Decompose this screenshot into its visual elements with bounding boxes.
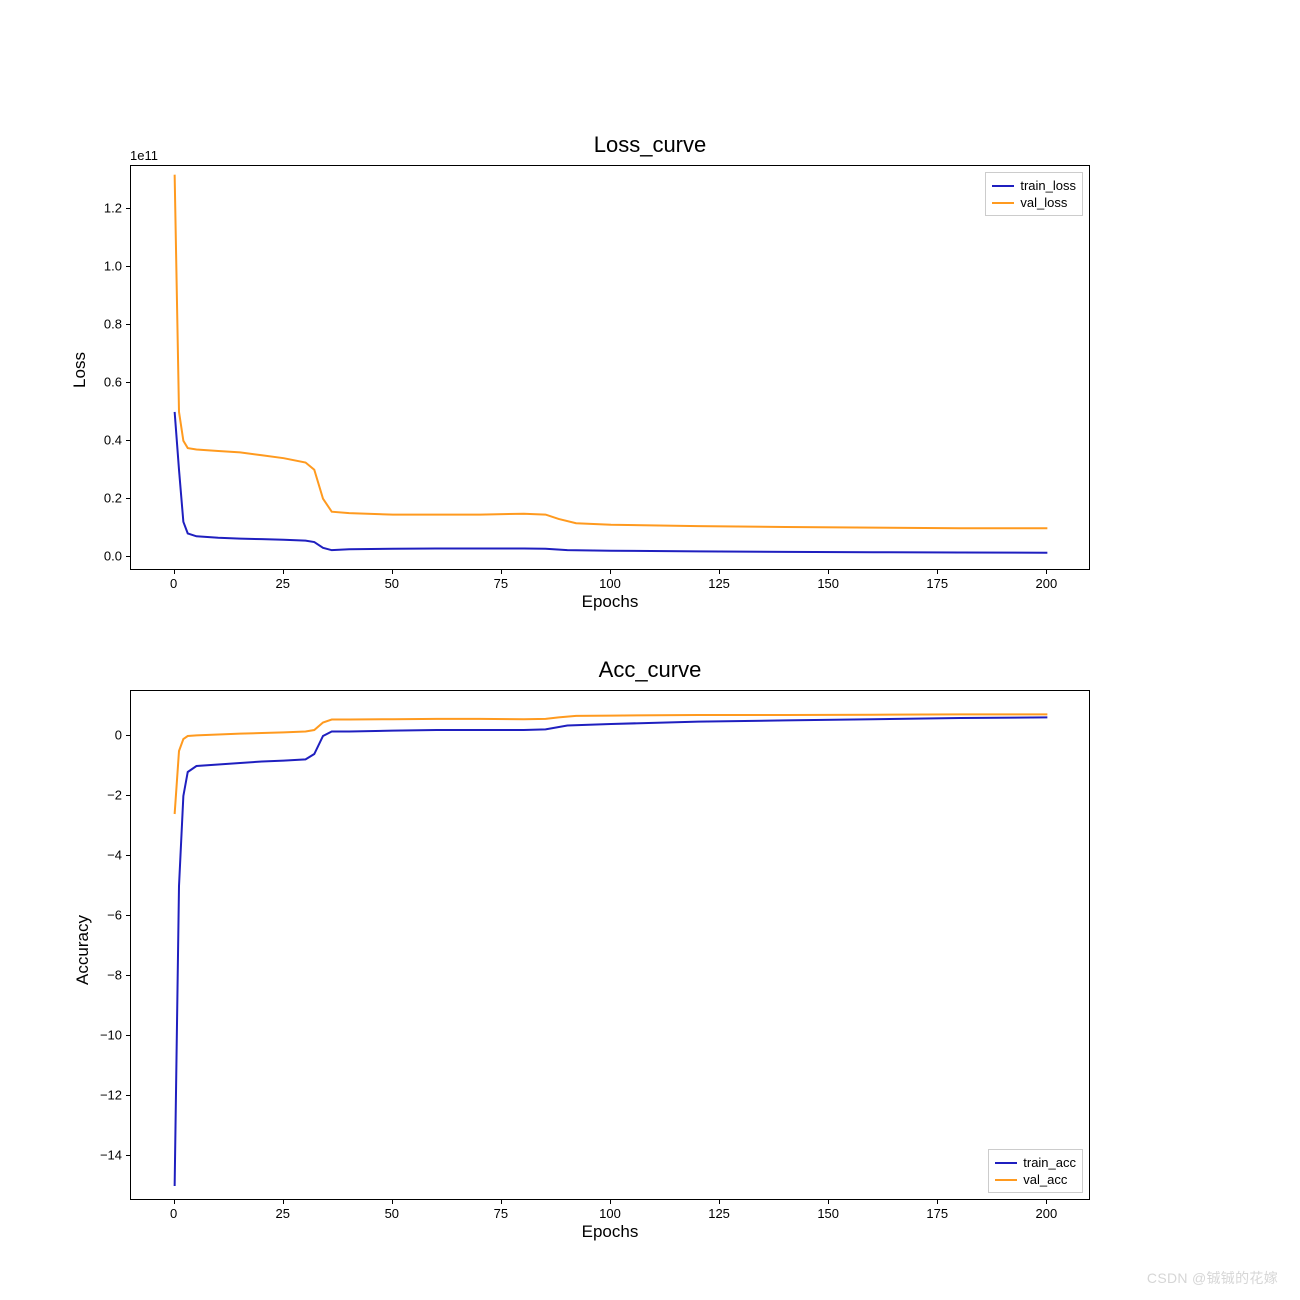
ytick-mark	[126, 975, 130, 976]
xtick-mark	[174, 1200, 175, 1204]
loss-y-offset-text: 1e11	[130, 148, 158, 163]
legend-item: train_acc	[995, 1154, 1076, 1171]
series-line-train_loss	[175, 412, 1048, 553]
xtick-label: 75	[494, 1206, 508, 1221]
ytick-mark	[126, 498, 130, 499]
figure: Loss_curve 1e11 train_loss val_loss 0 25 50…	[30, 30, 1270, 1270]
xtick-mark	[828, 570, 829, 574]
ytick-mark	[126, 1155, 130, 1156]
xtick-mark	[828, 1200, 829, 1204]
series-line-train_acc	[175, 717, 1048, 1186]
legend-label: val_acc	[1023, 1172, 1067, 1187]
xtick-label: 0	[170, 576, 177, 591]
xtick-label: 75	[494, 576, 508, 591]
xtick-mark	[501, 1200, 502, 1204]
ytick-mark	[126, 208, 130, 209]
ytick-label: 0.8	[72, 317, 122, 332]
xtick-label: 25	[275, 576, 289, 591]
xtick-label: 200	[1036, 1206, 1058, 1221]
ytick-label: 1.0	[72, 259, 122, 274]
ytick-label: 0.0	[72, 548, 122, 563]
ytick-label: −12	[72, 1088, 122, 1103]
loss-plot-area: train_loss val_loss	[130, 165, 1090, 570]
legend-item: val_loss	[992, 194, 1076, 211]
xtick-label: 125	[708, 576, 730, 591]
ytick-mark	[126, 382, 130, 383]
legend-item: val_acc	[995, 1171, 1076, 1188]
xtick-mark	[610, 1200, 611, 1204]
acc-ylabel: Accuracy	[73, 915, 93, 985]
xtick-label: 125	[708, 1206, 730, 1221]
ytick-mark	[126, 855, 130, 856]
series-line-val_acc	[175, 714, 1048, 814]
xtick-label: 150	[817, 1206, 839, 1221]
ytick-label: −2	[72, 788, 122, 803]
legend-line-icon	[992, 202, 1014, 204]
xtick-mark	[937, 570, 938, 574]
acc-chart-title: Acc_curve	[30, 657, 1270, 683]
xtick-label: 0	[170, 1206, 177, 1221]
xtick-mark	[719, 570, 720, 574]
acc-legend: train_acc val_acc	[988, 1149, 1083, 1193]
legend-line-icon	[995, 1179, 1017, 1181]
ytick-mark	[126, 440, 130, 441]
xtick-mark	[174, 570, 175, 574]
xtick-mark	[283, 1200, 284, 1204]
ytick-mark	[126, 1035, 130, 1036]
ytick-mark	[126, 324, 130, 325]
xtick-mark	[1046, 570, 1047, 574]
xtick-label: 200	[1036, 576, 1058, 591]
xtick-mark	[392, 570, 393, 574]
xtick-mark	[937, 1200, 938, 1204]
xtick-label: 25	[275, 1206, 289, 1221]
xtick-mark	[501, 570, 502, 574]
legend-label: val_loss	[1020, 195, 1067, 210]
loss-chart-title: Loss_curve	[30, 132, 1270, 158]
ytick-label: −10	[72, 1028, 122, 1043]
legend-line-icon	[995, 1162, 1017, 1164]
legend-line-icon	[992, 185, 1014, 187]
xtick-label: 175	[926, 1206, 948, 1221]
xtick-mark	[610, 570, 611, 574]
ytick-mark	[126, 915, 130, 916]
ytick-label: 0	[72, 728, 122, 743]
loss-curve-svg	[131, 166, 1091, 571]
xtick-mark	[392, 1200, 393, 1204]
ytick-mark	[126, 1095, 130, 1096]
xtick-mark	[283, 570, 284, 574]
loss-xlabel: Epochs	[130, 592, 1090, 612]
legend-item: train_loss	[992, 177, 1076, 194]
acc-plot-area: train_acc val_acc	[130, 690, 1090, 1200]
series-line-val_loss	[175, 175, 1048, 529]
ytick-label: −14	[72, 1148, 122, 1163]
loss-legend: train_loss val_loss	[985, 172, 1083, 216]
ytick-mark	[126, 556, 130, 557]
xtick-label: 100	[599, 576, 621, 591]
legend-label: train_acc	[1023, 1155, 1076, 1170]
legend-label: train_loss	[1020, 178, 1076, 193]
ytick-mark	[126, 266, 130, 267]
loss-ylabel: Loss	[70, 352, 90, 388]
acc-xlabel: Epochs	[130, 1222, 1090, 1242]
ytick-label: 0.4	[72, 432, 122, 447]
ytick-label: 0.2	[72, 490, 122, 505]
xtick-label: 175	[926, 576, 948, 591]
xtick-label: 50	[385, 1206, 399, 1221]
watermark-text: CSDN @铖铖的花嫁	[1147, 1268, 1278, 1288]
xtick-label: 150	[817, 576, 839, 591]
acc-curve-svg	[131, 691, 1091, 1201]
ytick-label: −4	[72, 848, 122, 863]
xtick-mark	[1046, 1200, 1047, 1204]
ytick-mark	[126, 795, 130, 796]
xtick-mark	[719, 1200, 720, 1204]
xtick-label: 50	[385, 576, 399, 591]
ytick-label: 1.2	[72, 201, 122, 216]
xtick-label: 100	[599, 1206, 621, 1221]
ytick-mark	[126, 735, 130, 736]
